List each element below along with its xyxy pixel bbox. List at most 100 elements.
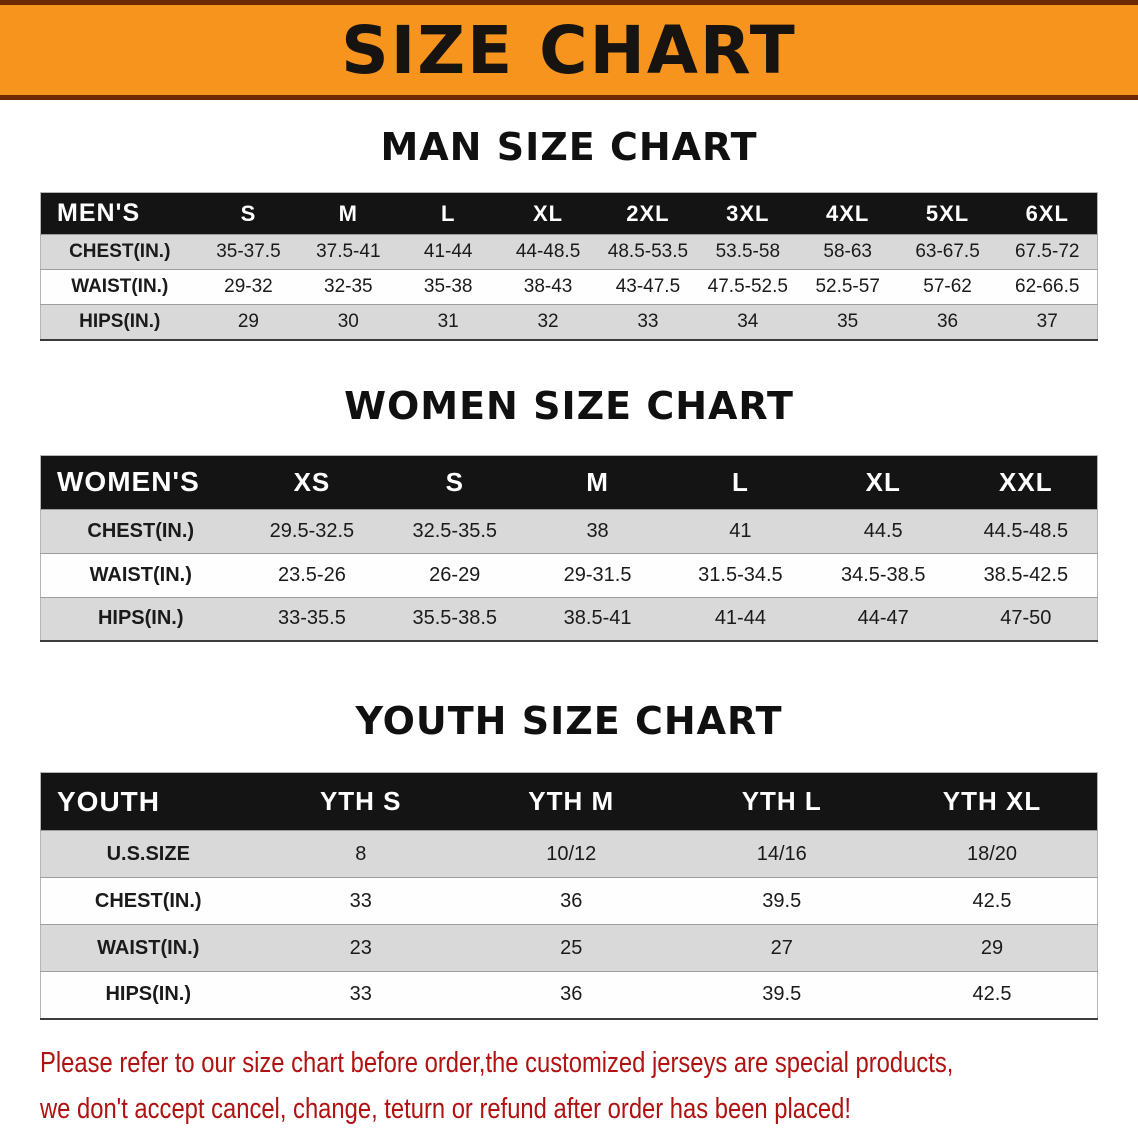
women-size-table: WOMEN'S XS S M L XL XXL CHEST(IN.) 29.5-32.5 32.… [40, 454, 1098, 642]
table-row: WAIST(IN.) 29-32 32-35 35-38 38-43 43-47.5 47.… [40, 269, 1098, 305]
value-cell: 33 [637, 310, 659, 332]
table-row: HIPS(IN.) 33-35.5 35.5-38.5 38.5-41 41-44 44-… [40, 597, 1098, 641]
value-cell: 38 [586, 519, 609, 542]
header-cell: WOMEN'S [40, 455, 241, 509]
header-cell: S [383, 455, 527, 509]
row-label: WAIST(IN.) [89, 563, 192, 586]
value-cell: 62-66.5 [1015, 276, 1080, 297]
men-size-section: MAN SIZE CHART MEN'S S M L XL 2XL 3XL 4XL 5XL 6XL… [0, 124, 1138, 341]
value-cell: 37.5-41 [316, 241, 381, 262]
header-cell: L [668, 455, 812, 509]
header-cell: M [526, 455, 669, 509]
header-cell: 6XL [997, 192, 1098, 235]
youth-table-body: U.S.SIZE 8 10/12 14/16 18/20 CHEST(IN.) 33 36 39… [40, 830, 1098, 1019]
value-cell: 33 [349, 889, 372, 912]
table-header-row: MEN'S S M L XL 2XL 3XL 4XL 5XL 6XL [40, 192, 1098, 235]
table-row: U.S.SIZE 8 10/12 14/16 18/20 [40, 830, 1098, 878]
header-cell: YTH XL [887, 772, 1098, 831]
value-cell: 63-67.5 [915, 241, 980, 262]
value-cell: 38-43 [523, 276, 573, 297]
value-cell: 39.5 [762, 983, 802, 1006]
header-cell: MEN'S [40, 192, 199, 235]
value-cell: 18/20 [966, 842, 1018, 865]
value-cell: 32.5-35.5 [412, 519, 497, 542]
value-cell: 41-44 [423, 241, 473, 262]
table-row: WAIST(IN.) 23 25 27 29 [40, 924, 1098, 972]
row-label: WAIST(IN.) [71, 276, 169, 297]
disclaimer-line-2: we don't accept cancel, change, teturn o… [40, 1092, 851, 1125]
value-cell: 47-50 [1000, 607, 1052, 630]
value-cell: 25 [560, 936, 583, 959]
value-cell: 44.5-48.5 [983, 519, 1069, 542]
value-cell: 67.5-72 [1015, 241, 1080, 262]
value-cell: 36 [560, 889, 583, 912]
table-row: CHEST(IN.) 29.5-32.5 32.5-35.5 38 41 44.5 44.5… [40, 509, 1098, 553]
value-cell: 37 [1036, 310, 1058, 332]
row-label: HIPS(IN.) [79, 310, 161, 332]
header-cell: XL [811, 455, 955, 509]
header-cell: 2XL [598, 192, 698, 235]
row-label: WAIST(IN.) [97, 936, 200, 959]
header-cell: XS [240, 455, 384, 509]
value-cell: 32 [537, 310, 559, 332]
row-label: HIPS(IN.) [97, 607, 184, 630]
value-cell: 48.5-53.5 [607, 241, 689, 262]
men-table-head: MEN'S S M L XL 2XL 3XL 4XL 5XL 6XL [40, 192, 1098, 235]
youth-size-section: YOUTH SIZE CHART YOUTH YTH S YTH M YTH L YTH… [0, 698, 1138, 1020]
youth-section-heading: YOUTH SIZE CHART [355, 699, 783, 743]
value-cell: 43-47.5 [615, 276, 681, 297]
value-cell: 14/16 [756, 842, 807, 865]
value-cell: 35-37.5 [216, 241, 281, 262]
value-cell: 44.5 [863, 519, 903, 542]
value-cell: 35.5-38.5 [412, 607, 497, 630]
table-header-row: YOUTH YTH S YTH M YTH L YTH XL [40, 772, 1098, 831]
value-cell: 33-35.5 [277, 607, 346, 630]
header-cell: YTH S [255, 772, 466, 831]
header-cell: M [298, 192, 399, 235]
value-cell: 29.5-32.5 [269, 519, 355, 542]
value-cell: 30 [337, 310, 359, 332]
value-cell: 31.5-34.5 [698, 563, 783, 586]
table-header-row: WOMEN'S XS S M L XL XXL [40, 455, 1098, 509]
value-cell: 23.5-26 [277, 563, 346, 586]
row-label: CHEST(IN.) [87, 519, 195, 542]
women-section-heading: WOMEN SIZE CHART [344, 383, 794, 428]
value-cell: 29-32 [224, 276, 273, 297]
header-cell: S [198, 192, 299, 235]
value-cell: 34 [737, 310, 759, 332]
value-cell: 36 [936, 310, 959, 332]
disclaimer: Please refer to our size chart before or… [40, 1040, 1138, 1132]
row-label: CHEST(IN.) [69, 241, 171, 262]
page-title: SIZE CHART [341, 11, 797, 89]
header-cell: 5XL [897, 192, 998, 235]
header-cell: XL [498, 192, 598, 235]
value-cell: 29-31.5 [563, 563, 632, 586]
value-cell: 39.5 [762, 889, 802, 912]
women-size-section: WOMEN SIZE CHART WOMEN'S XS S M L XL XXL CHEST… [0, 383, 1138, 642]
value-cell: 41 [729, 519, 752, 542]
header-cell: XXL [954, 455, 1098, 509]
header-cell: YOUTH [40, 772, 256, 831]
value-cell: 8 [355, 842, 367, 865]
value-cell: 58-63 [823, 241, 872, 262]
header-cell: L [398, 192, 499, 235]
size-chart-sections: MAN SIZE CHART MEN'S S M L XL 2XL 3XL 4XL 5XL 6XL… [0, 124, 1138, 1020]
banner: SIZE CHART [0, 0, 1138, 100]
table-row: HIPS(IN.) 29 30 31 32 33 34 35 36 37 [40, 304, 1098, 340]
value-cell: 35-38 [423, 276, 473, 297]
value-cell: 36 [560, 983, 583, 1006]
table-row: WAIST(IN.) 23.5-26 26-29 29-31.5 31.5-34.5 34… [40, 553, 1098, 597]
value-cell: 29 [980, 936, 1004, 959]
header-cell: 3XL [697, 192, 798, 235]
header-cell: YTH M [466, 772, 677, 831]
value-cell: 32-35 [324, 276, 373, 297]
youth-table-head: YOUTH YTH S YTH M YTH L YTH XL [40, 772, 1098, 831]
men-table-body: CHEST(IN.) 35-37.5 37.5-41 41-44 44-48.5 48.5… [40, 234, 1098, 340]
youth-size-table: YOUTH YTH S YTH M YTH L YTH XL U.S.SIZE 8 10/1… [40, 772, 1098, 1020]
value-cell: 27 [770, 936, 793, 959]
table-row: HIPS(IN.) 33 36 39.5 42.5 [40, 971, 1098, 1019]
men-size-table: MEN'S S M L XL 2XL 3XL 4XL 5XL 6XL CHEST(IN.) 35-3… [40, 192, 1098, 341]
row-label: HIPS(IN.) [105, 983, 192, 1006]
value-cell: 10/12 [546, 842, 597, 865]
